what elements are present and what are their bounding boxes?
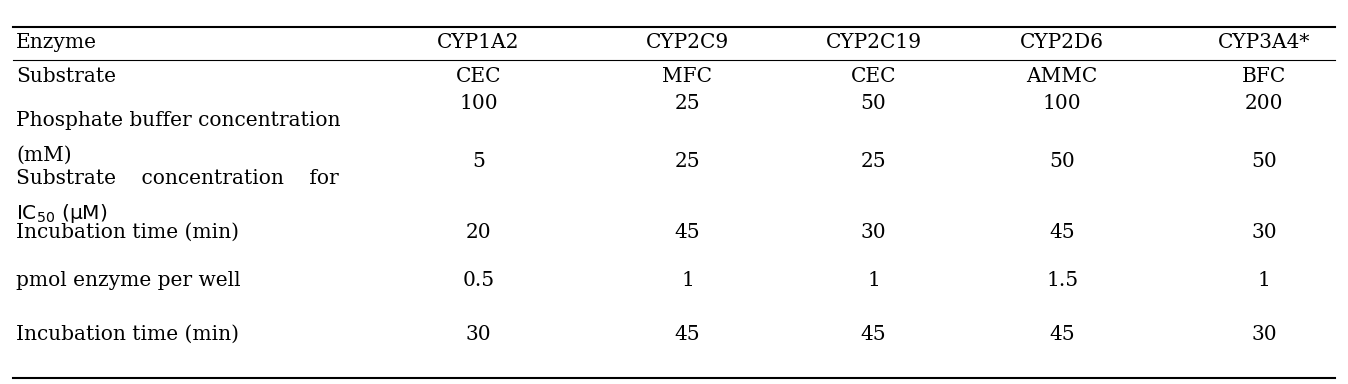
Text: 25: 25	[860, 152, 887, 171]
Text: Enzyme: Enzyme	[16, 33, 97, 52]
Text: 5: 5	[472, 152, 485, 171]
Text: 30: 30	[1251, 324, 1278, 344]
Text: 20: 20	[465, 223, 492, 242]
Text: 45: 45	[1049, 223, 1076, 242]
Text: CYP2D6: CYP2D6	[1020, 33, 1104, 52]
Text: 45: 45	[674, 223, 701, 242]
Text: 30: 30	[465, 324, 492, 344]
Text: 1: 1	[1258, 271, 1271, 290]
Text: 45: 45	[1049, 324, 1076, 344]
Text: 0.5: 0.5	[462, 271, 495, 290]
Text: 45: 45	[674, 324, 701, 344]
Text: $\mathrm{IC_{50}\ (\mu M)}$: $\mathrm{IC_{50}\ (\mu M)}$	[16, 202, 108, 225]
Text: 25: 25	[674, 94, 701, 113]
Text: 50: 50	[1251, 152, 1278, 171]
Text: 200: 200	[1246, 94, 1283, 113]
Text: AMMC: AMMC	[1027, 67, 1097, 86]
Text: CYP3A4*: CYP3A4*	[1219, 33, 1310, 52]
Text: 50: 50	[1049, 152, 1076, 171]
Text: CYP2C9: CYP2C9	[646, 33, 729, 52]
Text: Incubation time (min): Incubation time (min)	[16, 223, 239, 242]
Text: 100: 100	[1043, 94, 1081, 113]
Text: 1: 1	[681, 271, 694, 290]
Text: Substrate    concentration    for: Substrate concentration for	[16, 169, 338, 188]
Text: MFC: MFC	[662, 67, 713, 86]
Text: BFC: BFC	[1243, 67, 1286, 86]
Text: 1: 1	[867, 271, 880, 290]
Text: Phosphate buffer concentration: Phosphate buffer concentration	[16, 111, 341, 131]
Text: 30: 30	[860, 223, 887, 242]
Text: CEC: CEC	[456, 67, 501, 86]
Text: 25: 25	[674, 152, 701, 171]
Text: CEC: CEC	[851, 67, 896, 86]
Text: CYP2C19: CYP2C19	[825, 33, 922, 52]
Text: CYP1A2: CYP1A2	[437, 33, 520, 52]
Text: 30: 30	[1251, 223, 1278, 242]
Text: 1.5: 1.5	[1046, 271, 1078, 290]
Text: Incubation time (min): Incubation time (min)	[16, 324, 239, 344]
Text: Substrate: Substrate	[16, 67, 116, 86]
Text: 45: 45	[860, 324, 887, 344]
Text: pmol enzyme per well: pmol enzyme per well	[16, 271, 241, 290]
Text: (mM): (mM)	[16, 146, 71, 165]
Text: 100: 100	[460, 94, 497, 113]
Text: 50: 50	[860, 94, 887, 113]
